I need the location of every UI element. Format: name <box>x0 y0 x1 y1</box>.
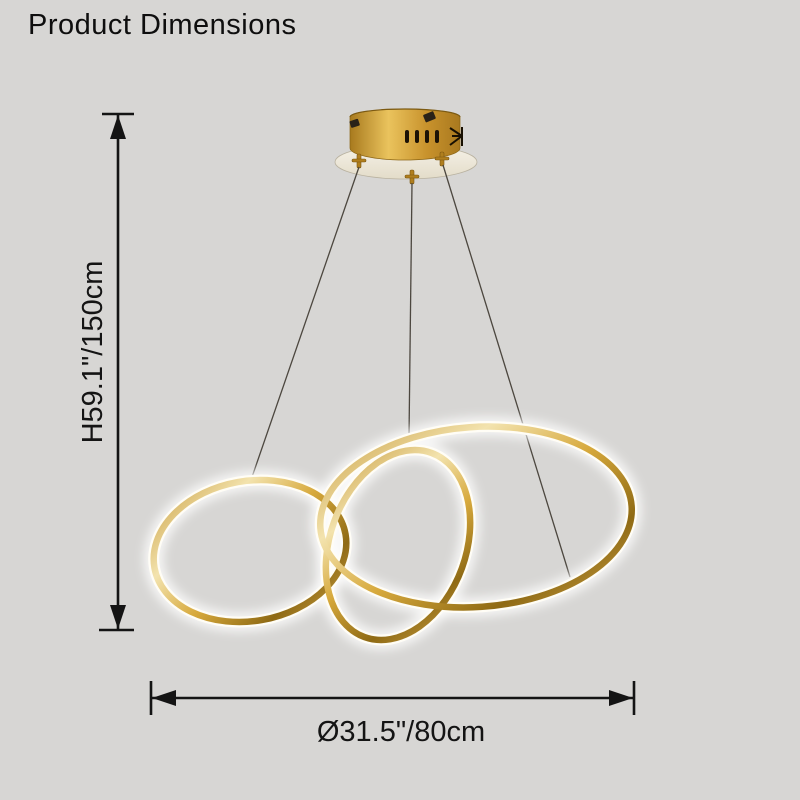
diameter-dimension-label: Ø31.5"/80cm <box>317 716 485 748</box>
suspension-wire-left <box>251 166 360 478</box>
ceiling-canopy <box>334 108 478 185</box>
height-arrowhead-down-icon <box>110 605 126 629</box>
diameter-arrowhead-right-icon <box>609 690 633 706</box>
diameter-arrowhead-left-icon <box>152 690 176 706</box>
canopy-clip-top-icon <box>423 111 436 123</box>
suspension-wire-middle <box>408 182 413 438</box>
wire-connector-icon <box>434 151 450 167</box>
canopy-stamp-icon <box>449 127 463 146</box>
canopy-wire-connectors <box>351 151 450 185</box>
suspension-wire-right <box>442 164 571 578</box>
canopy-clip-left-icon <box>349 118 360 128</box>
wire-connector-icon <box>351 153 367 169</box>
wire-connector-icon <box>404 169 420 185</box>
height-dimension-label: H59.1"/150cm <box>77 261 109 444</box>
page-title: Product Dimensions <box>28 9 297 41</box>
canopy-top-rim <box>349 108 461 118</box>
canopy-vent-slots-icon <box>405 130 439 143</box>
height-dimension: H59.1"/150cm <box>77 112 134 632</box>
diameter-dimension: Ø31.5"/80cm <box>149 681 636 748</box>
height-arrowhead-up-icon <box>110 115 126 139</box>
suspension-wires <box>251 164 571 578</box>
